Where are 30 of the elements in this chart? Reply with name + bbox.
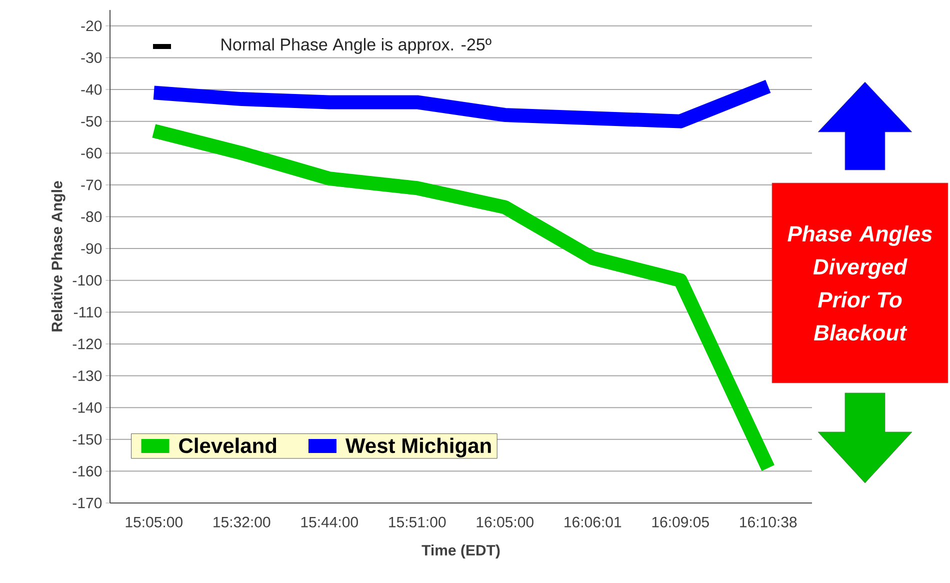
y-tick-label: -80 [81,211,102,222]
y-tick-label: -110 [74,306,102,318]
x-tick-label: 15:51:00 [389,516,446,528]
x-tick-label: 16:10:38 [740,516,797,528]
x-tick-label: 15:05:00 [126,516,182,528]
legend-label: West Michigan [345,438,491,458]
y-tick-label: -90 [81,243,102,254]
x-tick-label: 16:06:01 [564,516,622,528]
legend-label: Cleveland [179,438,276,454]
x-tick-label: 16:05:00 [476,516,534,528]
x-tick-label: 15:32:00 [214,516,270,528]
y-tick-label: -120 [72,338,102,350]
y-tick-label: -40 [81,84,102,95]
x-tick-label: 15:44:00 [301,516,358,528]
y-tick-label: -130 [72,370,102,382]
y-tick-label: -100 [72,275,102,286]
y-axis-title: Relative Phase Angle [51,181,66,332]
annotation: Phase Angles Diverged Prior To Blackout [788,225,932,341]
annotation: Normal Phase Angle is approx. -25º [222,38,492,54]
y-tick-label: -140 [72,402,102,413]
y-tick-label: -170 [72,498,102,508]
x-tick-label: 16:09:05 [652,516,709,528]
y-tick-label: -60 [81,148,102,158]
y-tick-label: -150 [72,434,102,445]
y-tick-label: -160 [72,466,102,476]
y-tick-label: -50 [81,116,102,127]
x-axis-title: Time (EDT) [422,544,500,559]
y-tick-label: -20 [81,20,102,32]
y-tick-label: -30 [81,52,102,64]
y-tick-label: -70 [81,180,102,190]
